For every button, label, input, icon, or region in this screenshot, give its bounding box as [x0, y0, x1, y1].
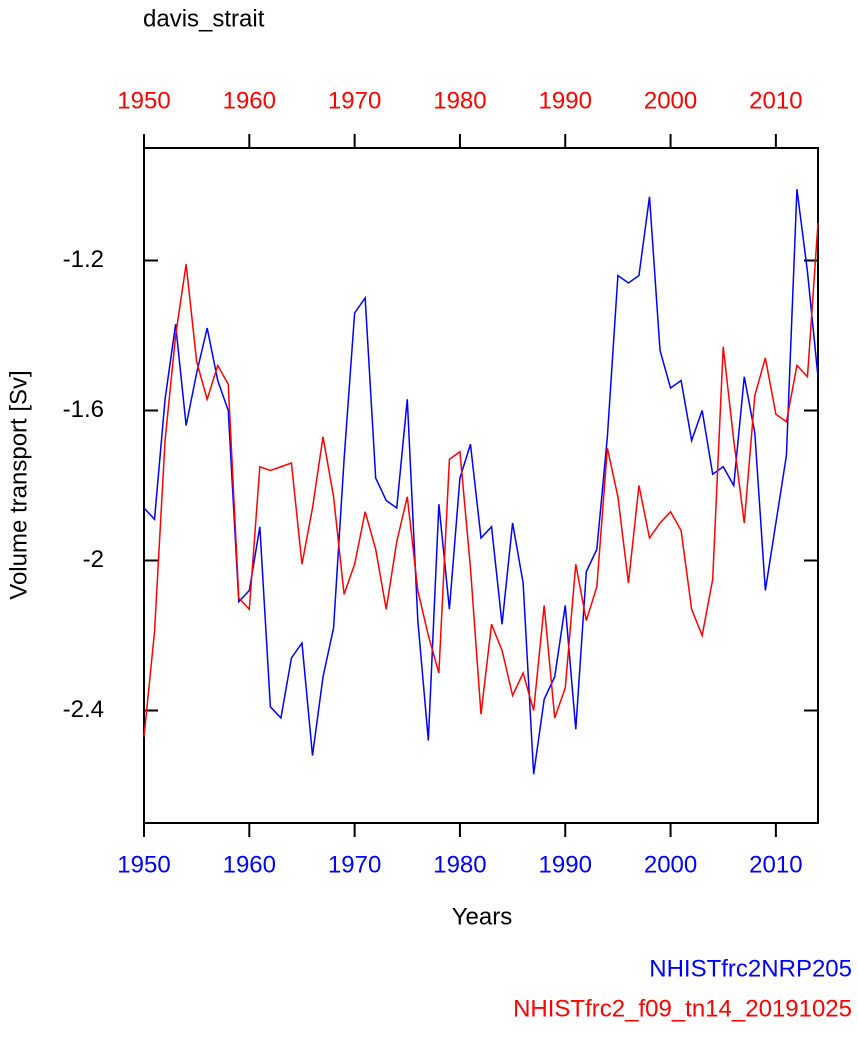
- y-tick-label: -1.6: [63, 396, 104, 423]
- x-tick-label-top: 1960: [223, 87, 276, 114]
- x-tick-label: 1950: [117, 851, 170, 878]
- x-tick-label: 1990: [539, 851, 592, 878]
- legend-entry: NHISTfrc2NRP205: [649, 955, 852, 982]
- x-tick-label-top: 2000: [644, 87, 697, 114]
- x-tick-label: 2000: [644, 851, 697, 878]
- x-tick-label-top: 2010: [749, 87, 802, 114]
- y-tick-label: -2.4: [63, 696, 104, 723]
- x-tick-label: 1980: [433, 851, 486, 878]
- x-tick-label: 2010: [749, 851, 802, 878]
- chart-title: davis_strait: [143, 5, 265, 32]
- y-tick-label: -1.2: [63, 246, 104, 273]
- x-tick-label-top: 1980: [433, 87, 486, 114]
- x-tick-label: 1960: [223, 851, 276, 878]
- x-axis-label: Years: [452, 903, 513, 930]
- x-tick-label-top: 1970: [328, 87, 381, 114]
- x-tick-label-top: 1950: [117, 87, 170, 114]
- x-tick-label-top: 1990: [539, 87, 592, 114]
- legend-entry: NHISTfrc2_f09_tn14_20191025: [513, 995, 852, 1022]
- series-line: [143, 189, 819, 775]
- series-line: [143, 222, 819, 737]
- y-axis-label: Volume transport [Sv]: [5, 370, 32, 599]
- plot-frame: [143, 147, 819, 824]
- x-tick-label: 1970: [328, 851, 381, 878]
- y-tick-label: -2: [83, 546, 104, 573]
